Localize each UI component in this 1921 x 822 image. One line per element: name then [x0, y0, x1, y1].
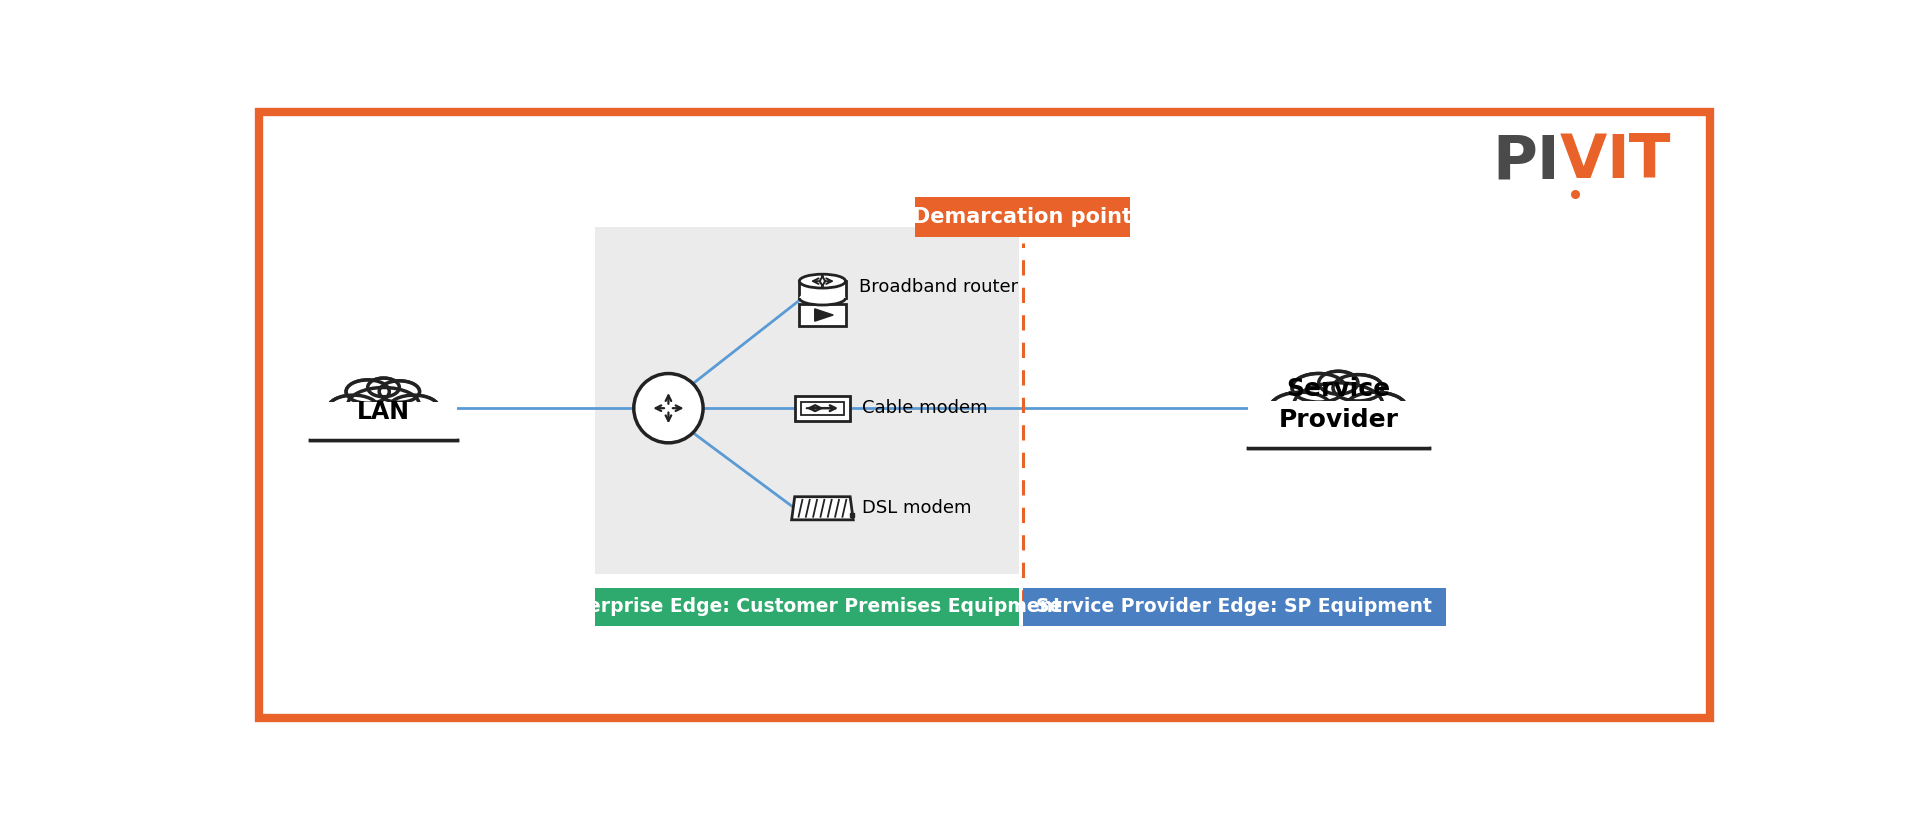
- Ellipse shape: [1318, 372, 1358, 394]
- Ellipse shape: [380, 382, 419, 401]
- Text: Cable modem: Cable modem: [863, 399, 987, 418]
- FancyBboxPatch shape: [801, 402, 843, 414]
- Text: Service Provider Edge: SP Equipment: Service Provider Edge: SP Equipment: [1037, 598, 1433, 616]
- Ellipse shape: [378, 381, 419, 402]
- Text: IT: IT: [1606, 132, 1671, 192]
- Polygon shape: [815, 309, 834, 321]
- Ellipse shape: [1345, 392, 1406, 424]
- Ellipse shape: [1347, 394, 1406, 423]
- Text: Service
Provider: Service Provider: [1277, 376, 1398, 432]
- Text: DSL modem: DSL modem: [863, 499, 972, 517]
- Ellipse shape: [799, 275, 845, 288]
- Ellipse shape: [330, 397, 377, 420]
- Ellipse shape: [369, 380, 398, 395]
- FancyBboxPatch shape: [914, 197, 1130, 238]
- Ellipse shape: [1335, 376, 1381, 399]
- Ellipse shape: [799, 291, 845, 305]
- Text: Demarcation point: Demarcation point: [912, 207, 1131, 227]
- Ellipse shape: [1272, 394, 1331, 423]
- Bar: [309, 402, 457, 441]
- Text: Broadband router: Broadband router: [859, 279, 1018, 296]
- Ellipse shape: [346, 380, 390, 404]
- FancyBboxPatch shape: [1022, 588, 1447, 626]
- Ellipse shape: [1295, 383, 1383, 427]
- FancyBboxPatch shape: [795, 396, 851, 421]
- Ellipse shape: [1320, 373, 1356, 393]
- Bar: [1249, 401, 1429, 448]
- Ellipse shape: [348, 381, 388, 402]
- Ellipse shape: [1333, 375, 1383, 401]
- Text: V: V: [1560, 132, 1608, 192]
- Ellipse shape: [390, 397, 438, 420]
- Ellipse shape: [1295, 385, 1381, 425]
- Ellipse shape: [348, 387, 419, 423]
- Text: Enterprise Edge: Customer Premises Equipment: Enterprise Edge: Customer Premises Equip…: [553, 598, 1062, 616]
- FancyBboxPatch shape: [799, 304, 845, 326]
- Ellipse shape: [388, 395, 440, 421]
- Ellipse shape: [367, 378, 400, 397]
- Circle shape: [634, 373, 703, 443]
- Ellipse shape: [1270, 392, 1331, 424]
- FancyBboxPatch shape: [596, 588, 1018, 626]
- Polygon shape: [791, 496, 853, 520]
- Bar: [1249, 401, 1429, 448]
- FancyBboxPatch shape: [799, 281, 845, 298]
- FancyBboxPatch shape: [596, 227, 1018, 574]
- Ellipse shape: [328, 395, 378, 421]
- Text: PI: PI: [1493, 132, 1560, 192]
- Ellipse shape: [350, 389, 419, 422]
- Ellipse shape: [1293, 375, 1345, 400]
- Text: LAN: LAN: [357, 400, 409, 424]
- Ellipse shape: [1293, 373, 1345, 402]
- Bar: [309, 402, 457, 441]
